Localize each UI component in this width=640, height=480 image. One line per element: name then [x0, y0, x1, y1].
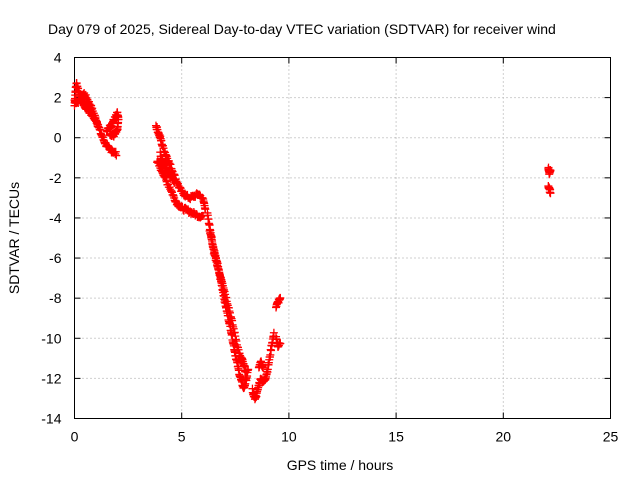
y-tick-label: 4 [54, 50, 62, 66]
x-axis-label: GPS time / hours [287, 457, 394, 473]
data-point [276, 339, 285, 348]
x-tick-label: 25 [603, 429, 619, 445]
y-tick-label: -6 [49, 250, 62, 266]
y-tick-label: -14 [41, 411, 61, 427]
x-tick-label: 0 [71, 429, 79, 445]
data-point [170, 178, 179, 187]
x-tick-label: 15 [388, 429, 404, 445]
x-tick-label: 10 [281, 429, 297, 445]
y-tick-label: -4 [49, 210, 62, 226]
y-tick-label: -12 [41, 370, 61, 386]
data-point [276, 293, 285, 302]
grid-layer [74, 57, 611, 419]
data-points [70, 79, 555, 404]
data-point [94, 120, 103, 129]
y-tick-label: -8 [49, 290, 62, 306]
data-point [112, 151, 121, 160]
data-point [105, 130, 114, 139]
data-point [198, 193, 207, 202]
data-point [546, 166, 555, 175]
data-point [259, 363, 268, 372]
chart-title: Day 079 of 2025, Sidereal Day-to-day VTE… [48, 21, 556, 37]
y-tick-label: 2 [54, 90, 62, 106]
x-tick-label: 5 [178, 429, 186, 445]
y-tick-label: -10 [41, 330, 61, 346]
data-point [165, 183, 174, 192]
plot-frame [74, 57, 611, 419]
x-tick-label: 20 [496, 429, 512, 445]
y-tick-label: 0 [54, 130, 62, 146]
data-point [546, 189, 555, 198]
y-axis-label: SDTVAR / TECUs [6, 182, 22, 294]
data-point [242, 366, 251, 375]
y-tick-label: -2 [49, 170, 62, 186]
